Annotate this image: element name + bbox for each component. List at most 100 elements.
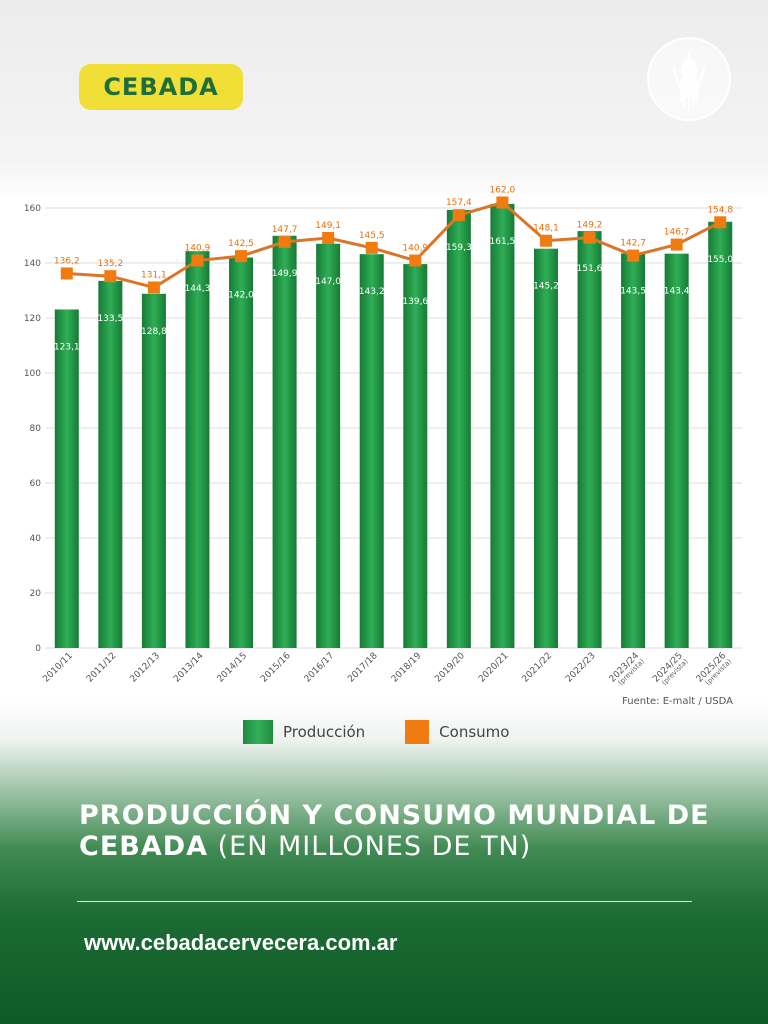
x-tick-label: 2019/20 [433,651,467,685]
category-badge-label: CEBADA [103,73,219,101]
category-badge: CEBADA [79,64,243,110]
line-value-label: 140,9 [185,244,211,254]
bar-value-label: 161,5 [490,237,516,247]
bar-value-label: 139,6 [402,297,428,307]
divider [77,901,692,902]
source-note: Fuente: E-malt / USDA [622,696,733,707]
y-tick-label: 160 [24,204,41,214]
line-value-label: 136,2 [54,256,80,266]
consumption-point [191,254,204,267]
legend-label-production: Producción [283,723,366,741]
x-tick-label: 2014/15 [216,651,250,685]
bar-value-label: 143,5 [620,286,646,296]
consumption-point [670,238,683,251]
chart-legend: Producción Consumo [243,718,549,746]
bar-production [141,293,166,648]
consumption-point [365,241,378,254]
bar-value-label: 155,0 [707,255,733,265]
x-tick-label-text: 2010/11 [41,651,75,685]
line-value-label: 135,2 [97,259,123,269]
bar-value-label: 142,0 [228,291,254,301]
bar-value-label: 159,3 [446,243,472,253]
x-tick-label: 2020/21 [477,651,511,685]
bar-production [316,243,341,648]
bar-value-label: 151,6 [577,264,603,274]
line-value-label: 146,7 [664,228,690,238]
x-tick-label: 2023/24(prevista) [608,651,647,687]
x-tick-label: 2012/13 [129,651,163,685]
consumption-point [322,231,335,244]
x-tick-label-text: 2021/22 [521,651,555,685]
bar-value-label: 149,9 [272,269,298,279]
line-value-label: 148,1 [533,224,559,234]
page-title: PRODUCCIÓN Y CONSUMO MUNDIAL DE CEBADA (… [79,800,719,862]
legend-swatch-consumption [405,720,430,744]
line-value-label: 147,7 [272,225,298,235]
x-tick-label: 2018/19 [390,651,424,685]
consumption-point [714,216,727,229]
consumption-point [539,234,552,247]
consumption-point [147,281,160,294]
x-tick-label: 2013/14 [172,651,206,685]
bar-production [403,264,428,648]
bar-value-label: 128,8 [141,327,167,337]
legend-swatch-production [243,720,273,744]
y-tick-label: 140 [24,259,41,269]
bar-production [229,257,254,648]
wheat-icon [647,37,731,121]
x-tick-label-text: 2022/23 [564,651,598,685]
bar-value-label: 144,3 [185,284,211,294]
bar-production [533,248,558,648]
bar-production [621,253,646,648]
y-tick-label: 60 [30,479,42,489]
legend-item-production: Producción [243,720,365,744]
bar-production [359,254,384,648]
x-tick-label-text: 2018/19 [390,651,424,685]
consumption-point [496,196,509,209]
bar-production [446,209,471,649]
line-value-label: 149,2 [577,221,603,231]
website-url: www.cebadacervecera.com.ar [84,930,398,955]
bar-value-label: 147,0 [315,277,341,287]
bar-production [98,280,123,648]
bar-production [185,251,210,649]
line-value-label: 162,0 [490,186,516,196]
x-tick-label-text: 2020/21 [477,651,511,685]
consumption-point [409,254,422,267]
y-tick-label: 80 [30,424,42,434]
consumption-line [66,200,721,290]
bar-production [664,253,689,648]
x-tick-label-text: 2015/16 [259,651,293,685]
legend-item-consumption: Consumo [405,720,509,744]
line-value-label: 149,1 [315,221,341,231]
title-light: (EN MILLONES DE TN) [217,831,532,862]
consumption-point [583,231,596,244]
bar-production [54,309,79,648]
line-value-label: 142,7 [620,239,646,249]
production-consumption-chart: 0 20 40 60 80 100 120 140 160 123,1 133,5 128,8 144… [24,186,742,687]
line-value-label: 140,9 [402,244,428,254]
bar-value-label: 133,5 [97,314,123,324]
x-tick-label-text: 2011/12 [85,651,119,685]
bar-value-label: 145,2 [533,282,559,292]
x-tick-label-text: 2019/20 [433,651,467,685]
y-tick-label: 20 [30,589,42,599]
x-tick-label: 2022/23 [564,651,598,685]
x-tick-label: 2017/18 [346,651,380,685]
bar-production [708,221,733,648]
consumption-point [60,267,73,280]
bar-production [272,235,297,648]
x-tick-label: 2011/12 [85,651,119,685]
bar-production [577,231,602,648]
title-bold: PRODUCCIÓN Y CONSUMO MUNDIAL DE CEBADA [79,800,710,862]
x-tick-label-text: 2013/14 [172,651,206,685]
bar-value-label: 123,1 [54,342,80,352]
x-tick-label-text: 2017/18 [346,651,380,685]
y-tick-label: 40 [30,534,42,544]
y-tick-label: 120 [24,314,41,324]
x-tick-label: 2015/16 [259,651,293,685]
line-value-label: 145,5 [359,231,385,241]
y-tick-label: 100 [24,369,41,379]
line-value-label: 142,5 [228,239,254,249]
bar-production [490,203,515,648]
